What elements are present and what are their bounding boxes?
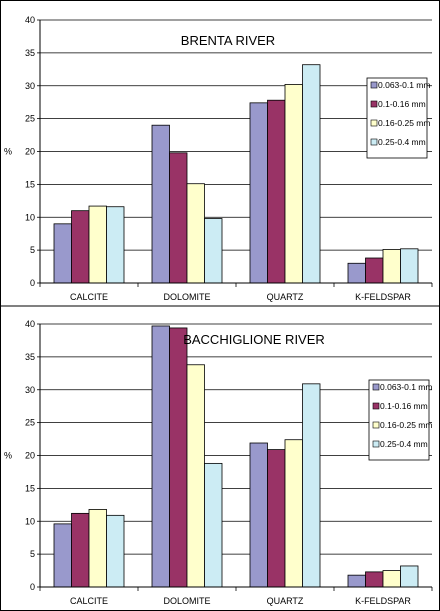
legend-entry: 0.16-0.25 mm	[378, 118, 430, 128]
y-tick-label: 40	[25, 15, 35, 25]
y-tick-label: 35	[25, 48, 35, 58]
bar-dolomite-series-1	[151, 325, 170, 588]
bar-dolomite-series-2	[169, 327, 188, 588]
bar-calcite-series-4	[106, 206, 125, 284]
y-tick-label: 20	[25, 147, 35, 157]
legend-swatch	[372, 383, 380, 391]
legend-swatch	[370, 100, 378, 108]
legend-swatch	[372, 402, 380, 410]
legend-entry: 0.16-0.25 mm	[380, 420, 432, 430]
chart-title: BRENTA RIVER	[181, 33, 275, 48]
bar-dolomite-series-4	[204, 218, 223, 284]
legend-entry: 0.25-0.4 mm	[380, 439, 428, 449]
bar-quartz-series-3	[284, 84, 303, 284]
y-axis-label: %	[4, 147, 12, 157]
y-tick-label: 0	[30, 278, 35, 288]
category-label: DOLOMITE	[163, 292, 210, 302]
bar-dolomite-series-1	[151, 124, 170, 284]
brenta-river-chart: 0 5 10 15 20 25 30 35 40% CALCITE DOLOMITE QUARTZ K-…	[4, 15, 433, 302]
y-tick-label: 15	[25, 179, 35, 189]
bar-quartz-series-4	[302, 64, 321, 284]
bar-calcite-series-2	[71, 210, 90, 284]
bar-calcite-series-3	[88, 205, 107, 284]
y-tick-label: 40	[25, 319, 35, 329]
category-label: K-FELDSPAR	[355, 596, 411, 606]
chart-title: BACCHIGLIONE RIVER	[183, 332, 325, 347]
bar-quartz-series-1	[249, 442, 268, 588]
bar-k-feldspar-series-1	[347, 262, 366, 284]
legend-entry: 0.063-0.1 mm	[378, 80, 430, 90]
bar-k-feldspar-series-3	[382, 249, 401, 284]
legend-swatch	[372, 421, 380, 429]
y-tick-label: 10	[25, 212, 35, 222]
bar-calcite-series-1	[53, 223, 72, 284]
y-tick-label: 30	[25, 81, 35, 91]
legend: 0.063-0.1 mm 0.1-0.16 mm 0.16-0.25 mm 0.25-…	[368, 379, 432, 461]
bar-quartz-series-2	[267, 99, 286, 284]
bar-k-feldspar-series-2	[365, 571, 384, 588]
category-label: K-FELDSPAR	[355, 292, 411, 302]
category-label: CALCITE	[70, 596, 108, 606]
legend-swatch	[370, 138, 378, 146]
bar-calcite-series-3	[88, 509, 107, 588]
bar-k-feldspar-series-3	[382, 570, 401, 588]
y-axis-label: %	[4, 451, 12, 461]
legend-swatch	[372, 440, 380, 448]
bar-quartz-series-2	[267, 449, 286, 588]
legend-swatch	[370, 81, 378, 89]
category-label: DOLOMITE	[163, 596, 210, 606]
y-tick-label: 20	[25, 451, 35, 461]
category-label: QUARTZ	[267, 596, 304, 606]
y-tick-label: 10	[25, 516, 35, 526]
legend-swatch	[370, 119, 378, 127]
legend: 0.063-0.1 mm 0.1-0.16 mm 0.16-0.25 mm 0.25-…	[366, 77, 430, 159]
y-tick-label: 5	[30, 549, 35, 559]
legend-entry: 0.1-0.16 mm	[380, 401, 428, 411]
bar-calcite-series-4	[106, 514, 125, 588]
bar-k-feldspar-series-4	[400, 565, 419, 588]
y-tick-label: 15	[25, 483, 35, 493]
bar-dolomite-series-4	[204, 462, 223, 588]
bar-dolomite-series-3	[186, 364, 205, 588]
bar-k-feldspar-series-4	[400, 248, 419, 284]
legend-entry: 0.063-0.1 mm	[380, 382, 432, 392]
bar-k-feldspar-series-2	[365, 257, 384, 284]
y-tick-label: 0	[30, 582, 35, 592]
category-label: CALCITE	[70, 292, 108, 302]
legend-entry: 0.1-0.16 mm	[378, 99, 426, 109]
legend-entry: 0.25-0.4 mm	[378, 137, 426, 147]
bar-k-feldspar-series-1	[347, 574, 366, 588]
bar-calcite-series-2	[71, 512, 90, 588]
y-tick-label: 30	[25, 385, 35, 395]
category-label: QUARTZ	[267, 292, 304, 302]
bar-dolomite-series-3	[186, 183, 205, 284]
y-tick-label: 35	[25, 352, 35, 362]
bar-quartz-series-1	[249, 102, 268, 284]
bar-quartz-series-4	[302, 383, 321, 588]
y-tick-label: 5	[30, 245, 35, 255]
y-tick-label: 25	[25, 418, 35, 428]
bar-dolomite-series-2	[169, 152, 188, 284]
bar-calcite-series-1	[53, 523, 72, 588]
bar-quartz-series-3	[284, 439, 303, 588]
y-tick-label: 25	[25, 114, 35, 124]
bacchiglione-river-chart: 0 5 10 15 20 25 30 35 40% CALCITE DOLOMITE QUARTZ K-…	[4, 319, 432, 606]
